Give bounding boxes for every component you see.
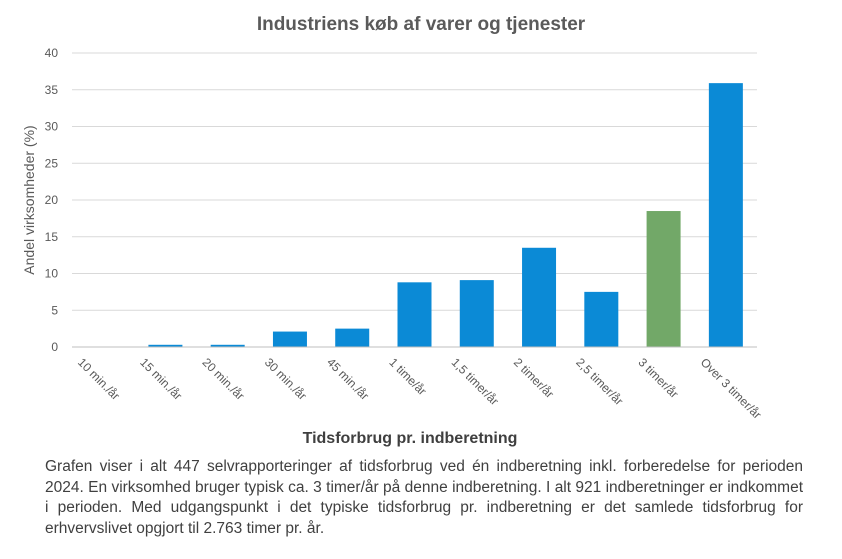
bar — [708, 83, 743, 347]
bar-chart: 0 5 10 15 20 25 30 35 40 10 min./år 15 min./år 20 … — [21, 46, 764, 422]
x-axis-title: Tidsforbrug pr. indberetning — [302, 430, 518, 447]
bar — [584, 291, 619, 347]
y-tick-label: 40 — [45, 46, 59, 60]
x-tick-label: 2,5 timer/år — [573, 355, 626, 408]
x-tick-label: Over 3 timer/år — [698, 355, 764, 421]
x-tick-label: 30 min./år — [262, 355, 310, 403]
y-axis-label: Andel virksomheder (%) — [21, 125, 37, 274]
y-tick-label: 25 — [45, 156, 59, 170]
x-tick-label: 20 min./år — [200, 355, 248, 403]
bar — [646, 211, 681, 347]
bar — [148, 344, 183, 347]
y-tick-label: 0 — [51, 340, 58, 354]
bar — [459, 280, 494, 347]
y-tick-label: 30 — [45, 120, 59, 134]
y-tick-label: 10 — [45, 267, 59, 281]
bar — [397, 282, 432, 347]
x-tick-label: 15 min./år — [137, 355, 185, 403]
y-tick-label: 35 — [45, 83, 59, 97]
x-tick-label: 1,5 timer/år — [449, 355, 502, 408]
bars — [148, 83, 743, 347]
x-tick-label: 2 timer/år — [511, 355, 557, 401]
x-tick-label: 45 min./år — [324, 355, 372, 403]
x-tick-label: 1 time/år — [386, 355, 429, 398]
y-tick-label: 5 — [51, 303, 58, 317]
x-tick-label: 10 min./år — [75, 355, 123, 403]
chart-caption: Grafen viser i alt 447 selvrapporteringe… — [45, 458, 803, 537]
y-tick-label: 20 — [45, 193, 59, 207]
chart-title: Industriens køb af varer og tjenester — [256, 14, 586, 35]
y-axis-ticks: 0 5 10 15 20 25 30 35 40 — [45, 46, 59, 354]
x-tick-label: 3 timer/år — [635, 355, 681, 401]
x-axis-ticks: 10 min./år 15 min./år 20 min./år 30 min./år… — [75, 355, 764, 421]
bar — [522, 247, 557, 347]
bar — [210, 344, 245, 347]
bar — [335, 328, 370, 347]
y-tick-label: 15 — [45, 230, 59, 244]
bar — [272, 331, 307, 347]
